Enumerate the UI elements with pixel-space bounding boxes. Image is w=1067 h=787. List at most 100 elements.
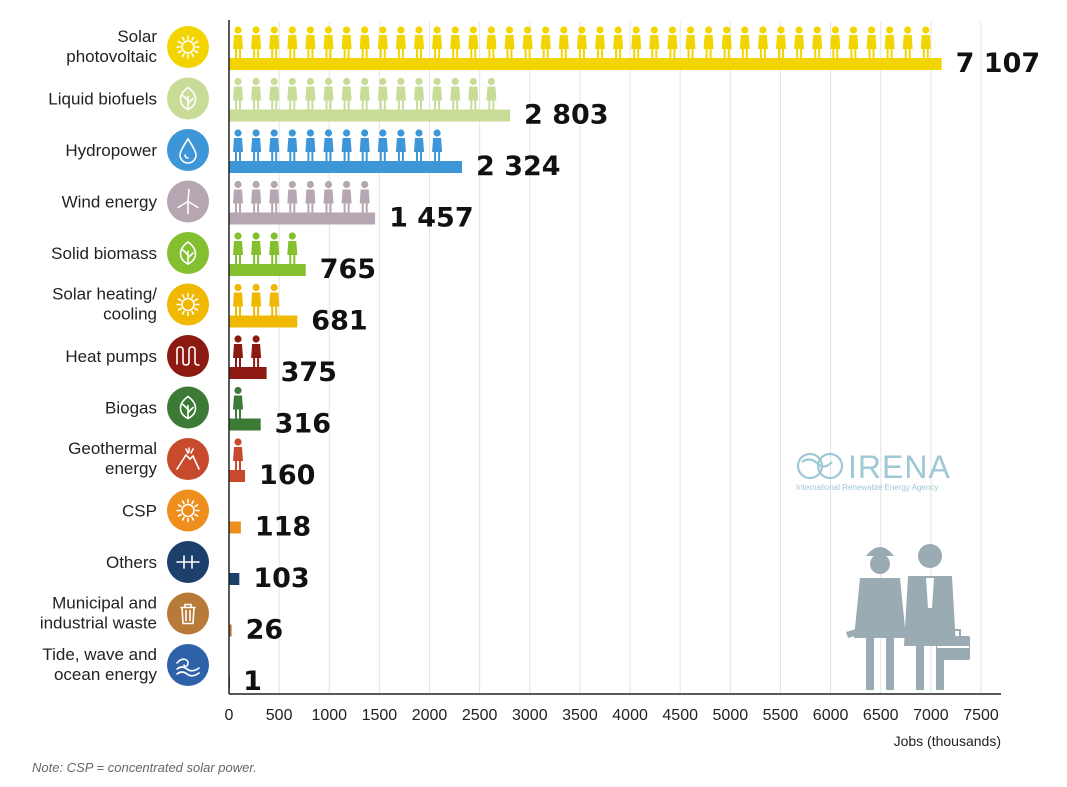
person-figure — [251, 26, 262, 60]
person-figure — [251, 283, 262, 318]
person-figure — [323, 77, 334, 112]
person-figure — [305, 129, 316, 163]
category-label: Hydropower — [65, 141, 157, 160]
person-figure — [359, 77, 370, 112]
person-figure — [884, 26, 895, 60]
bar-pictograph — [233, 232, 298, 266]
person-figure — [269, 129, 280, 163]
person-figure — [233, 438, 243, 472]
person-figure — [251, 77, 262, 112]
value-label: 103 — [253, 563, 309, 594]
person-figure — [341, 180, 352, 215]
person-figure — [233, 232, 243, 266]
person-figure — [269, 26, 280, 60]
bar-row — [229, 232, 306, 276]
person-figure — [323, 180, 334, 215]
person-figure — [395, 129, 406, 163]
x-tick-label: 5500 — [763, 707, 799, 724]
person-figure — [233, 26, 243, 60]
person-figure — [776, 26, 786, 60]
x-tick-label: 1000 — [311, 707, 347, 724]
x-tick-label: 2500 — [462, 707, 498, 724]
person-figure — [486, 26, 497, 60]
person-figure — [341, 26, 352, 60]
bar-row — [229, 624, 232, 637]
category-label: Solar heating/cooling — [52, 285, 157, 324]
x-axis: 0 500 1000 1500 2000 2500 3000 3500 4000 4500 5000… — [225, 20, 1001, 749]
footnote: Note: CSP = concentrated solar power. — [32, 760, 257, 775]
bar-row — [229, 129, 463, 173]
person-figure — [233, 489, 241, 524]
person-figure — [902, 26, 913, 60]
person-figure — [576, 26, 587, 60]
sun-icon — [167, 489, 209, 532]
x-tick-label: 4500 — [662, 707, 698, 724]
person-figure — [251, 335, 262, 369]
value-label: 765 — [320, 254, 376, 285]
category-label: Others — [106, 553, 157, 572]
bar-row — [229, 489, 241, 534]
wave-icon — [167, 644, 209, 686]
person-figure — [251, 180, 262, 215]
person-figure — [558, 26, 569, 60]
x-tick-label: 500 — [266, 707, 293, 724]
category-label: Solid biomass — [51, 244, 157, 263]
person-figure — [233, 386, 243, 421]
person-figure — [359, 129, 370, 163]
person-figure — [269, 283, 280, 318]
bars — [229, 26, 942, 688]
person-figure — [450, 129, 461, 163]
x-axis-title: Jobs (thousands) — [894, 733, 1001, 749]
irena-logo: IRENA International Renewable Energy Age… — [796, 449, 951, 492]
grid-connection-icon — [167, 541, 209, 583]
x-tick-label: 6500 — [863, 707, 899, 724]
bar-pictograph — [233, 386, 261, 421]
value-label: 1 457 — [389, 203, 474, 234]
person-figure — [848, 26, 859, 60]
sun-icon — [167, 283, 209, 326]
person-figure — [233, 541, 240, 575]
x-tick-label: 0 — [225, 707, 234, 724]
bar-pictograph — [233, 77, 511, 112]
sun-icon — [167, 26, 209, 68]
brand-name: IRENA — [848, 449, 951, 485]
bar — [229, 315, 298, 328]
leaf-icon — [167, 77, 209, 120]
volcano-icon — [167, 438, 209, 480]
bar-row — [229, 180, 376, 225]
person-figure — [233, 180, 243, 215]
irena-logo-icon — [796, 452, 844, 480]
person-figure — [739, 26, 750, 60]
category-label: Biogas — [105, 399, 157, 418]
bar-pictograph — [233, 129, 461, 163]
bar — [229, 109, 511, 122]
workers-illustration-icon — [846, 544, 970, 690]
person-figure — [323, 129, 334, 163]
bar-pictograph — [233, 283, 298, 318]
person-figure — [359, 26, 370, 60]
person-figure — [631, 26, 642, 60]
person-figure — [703, 26, 714, 60]
person-figure — [269, 232, 280, 266]
person-figure — [812, 26, 823, 60]
x-tick-label: 7000 — [913, 707, 949, 724]
person-figure — [251, 129, 262, 163]
person-figure — [432, 129, 443, 163]
bar-pictograph — [233, 335, 262, 369]
water-drop-icon — [167, 129, 209, 171]
person-figure — [414, 77, 424, 112]
person-figure — [233, 283, 243, 318]
person-figure — [341, 129, 352, 163]
value-label: 375 — [281, 357, 337, 388]
person-figure — [395, 26, 406, 60]
person-figure — [359, 180, 370, 215]
person-figure — [432, 26, 443, 60]
person-figure — [251, 386, 261, 421]
bar-row — [229, 541, 240, 585]
person-figure — [468, 26, 479, 60]
person-figure — [920, 26, 931, 60]
person-figure — [414, 26, 424, 60]
x-tick-label: 5000 — [713, 707, 749, 724]
